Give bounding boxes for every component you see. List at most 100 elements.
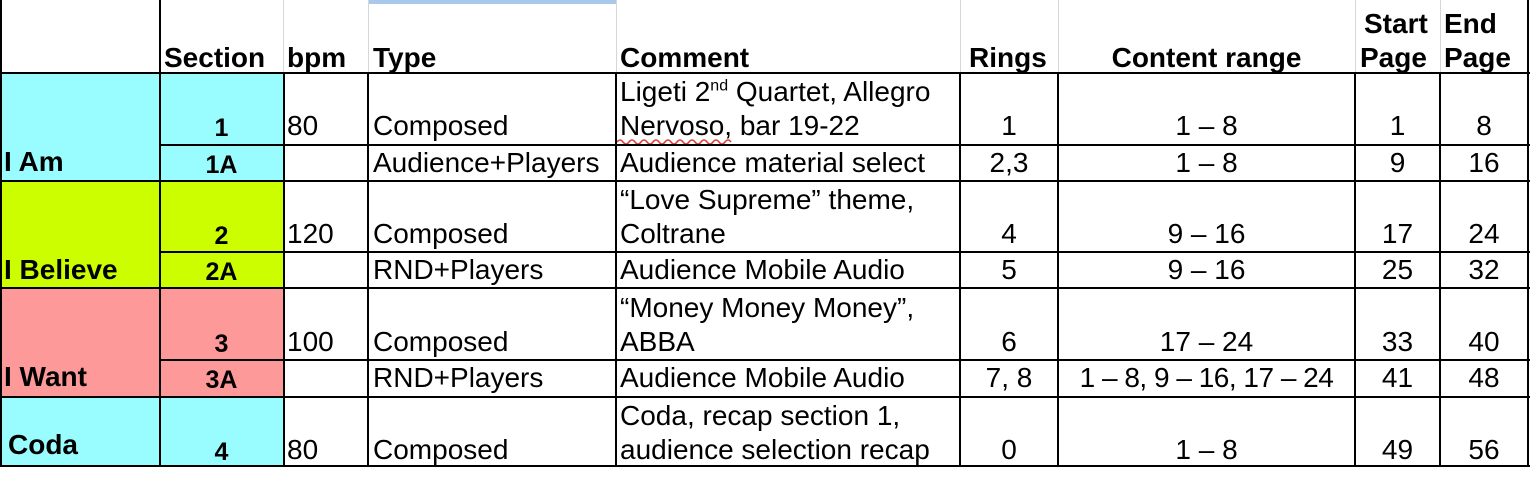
column-border <box>1057 72 1059 467</box>
header-end-page-line1: End <box>1444 8 1497 39</box>
table-cell-section: 2 <box>214 222 229 250</box>
table-cell-end-page: 32 <box>1468 254 1500 285</box>
table-cell-rings: 5 <box>1001 254 1017 285</box>
table-cell-content-range: 1 – 8, 9 – 16, 17 – 24 <box>1079 362 1334 393</box>
gridline <box>960 0 961 72</box>
column-border <box>1527 0 1529 467</box>
table-cell-comment-line1: Audience material select <box>620 147 926 178</box>
header-section: Section <box>164 42 266 73</box>
header-content-range: Content range <box>1111 42 1302 73</box>
table-cell-bpm: 80 <box>287 434 319 465</box>
table-cell-rings: 4 <box>1001 218 1017 249</box>
table-cell-comment-line1: “Love Supreme” theme, <box>620 184 915 215</box>
table-cell-end-page: 40 <box>1468 326 1500 357</box>
gridline <box>1355 0 1356 72</box>
table-cell-end-page: 8 <box>1476 110 1492 141</box>
table-cell-end-page: 24 <box>1468 218 1500 249</box>
group-label-i-want: I Want <box>4 361 87 392</box>
table-cell-comment-line2: audience selection recap <box>620 434 930 465</box>
group-fill-i-am <box>0 73 283 180</box>
table-cell-start-page: 25 <box>1381 254 1414 285</box>
column-border <box>1354 72 1356 467</box>
table-cell-section: 3 <box>214 330 229 358</box>
table-cell-comment-line1: Coda, recap section 1, <box>620 400 901 431</box>
table-cell-content-range: 9 – 16 <box>1167 254 1246 285</box>
column-border <box>283 72 285 467</box>
column-border <box>159 0 161 467</box>
table-cell-end-page: 56 <box>1468 434 1500 465</box>
table-cell-start-page: 1 <box>1389 110 1406 141</box>
header-comment: Comment <box>620 42 750 73</box>
table-cell-comment-line1: Audience Mobile Audio <box>620 362 905 393</box>
column-border <box>0 0 2 467</box>
gridline <box>283 0 284 72</box>
table-cell-start-page: 41 <box>1381 362 1414 393</box>
table-cell-start-page: 49 <box>1381 434 1414 465</box>
table-cell-start-page: 33 <box>1381 326 1414 357</box>
table-cell-comment-line1: “Money Money Money”, <box>620 292 915 323</box>
table-cell-section: 2A <box>205 258 238 286</box>
table-cell-bpm: 120 <box>287 218 334 249</box>
table-cell-rings: 2,3 <box>989 147 1029 178</box>
column-selection-highlight <box>368 0 616 4</box>
table-cell-start-page: 17 <box>1381 218 1414 249</box>
row-border <box>0 287 1530 289</box>
row-border <box>160 359 1530 361</box>
table-cell-rings: 0 <box>1001 434 1017 465</box>
header-rings: Rings <box>969 42 1047 73</box>
table-cell-section: 4 <box>214 438 229 466</box>
row-border <box>0 465 1530 467</box>
table-cell-section: 3A <box>205 366 238 394</box>
table-cell-rings: 7, 8 <box>985 362 1033 393</box>
group-label-i-believe: I Believe <box>4 254 118 285</box>
table-cell-rings: 6 <box>1001 326 1017 357</box>
table-cell-type: RND+Players <box>373 254 544 285</box>
table-cell-end-page: 16 <box>1468 147 1500 178</box>
table-cell-rings: 1 <box>1001 110 1017 141</box>
row-border <box>160 251 1530 253</box>
header-start-page-line2: Page <box>1360 42 1427 73</box>
table-cell-type: Audience+Players <box>373 147 600 178</box>
table-cell-type: Composed <box>373 326 509 357</box>
table-cell-comment-line2: ABBA <box>620 326 695 357</box>
column-border <box>615 72 617 467</box>
header-type: Type <box>373 42 437 73</box>
table-cell-content-range: 17 – 24 <box>1159 326 1254 357</box>
table-cell-section: 1 <box>214 114 229 142</box>
header-end-page-line2: Page <box>1444 42 1511 73</box>
group-fill-i-believe <box>0 181 283 287</box>
table-cell-section: 1A <box>205 151 238 179</box>
table-cell-content-range: 1 – 8 <box>1175 434 1238 465</box>
table-cell-content-range: 1 – 8 <box>1175 110 1238 141</box>
table-cell-type: Composed <box>373 434 509 465</box>
table-cell-start-page: 9 <box>1389 147 1406 178</box>
gridline <box>368 0 369 72</box>
column-border <box>959 72 961 467</box>
row-border <box>0 396 1530 398</box>
group-label-coda: Coda <box>8 429 78 460</box>
group-label-i-am: I Am <box>4 146 64 177</box>
row-border <box>0 180 1530 182</box>
table-cell-comment-line1: Ligeti 2nd Quartet, Allegro <box>620 76 931 107</box>
table-cell-type: Composed <box>373 110 509 141</box>
group-fill-coda <box>0 397 283 465</box>
column-border <box>367 72 369 467</box>
table-cell-type: Composed <box>373 218 509 249</box>
table-cell-comment-line1: Audience Mobile Audio <box>620 254 905 285</box>
gridline <box>616 0 617 72</box>
gridline <box>1440 0 1441 72</box>
header-start-page-line1: Start <box>1364 8 1428 39</box>
group-fill-i-want <box>0 288 283 396</box>
table-cell-end-page: 48 <box>1468 362 1500 393</box>
header-bpm: bpm <box>287 42 347 73</box>
table-cell-content-range: 1 – 8 <box>1175 147 1238 178</box>
table-cell-comment-line2: Coltrane <box>620 218 726 249</box>
column-border <box>1439 72 1441 467</box>
table-cell-content-range: 9 – 16 <box>1167 218 1246 249</box>
table-cell-bpm: 100 <box>287 326 334 357</box>
table-cell-bpm: 80 <box>287 110 319 141</box>
gridline <box>1058 0 1059 72</box>
table-cell-comment-line2: Nervoso, bar 19-22 <box>620 110 860 141</box>
row-border <box>0 72 1530 74</box>
